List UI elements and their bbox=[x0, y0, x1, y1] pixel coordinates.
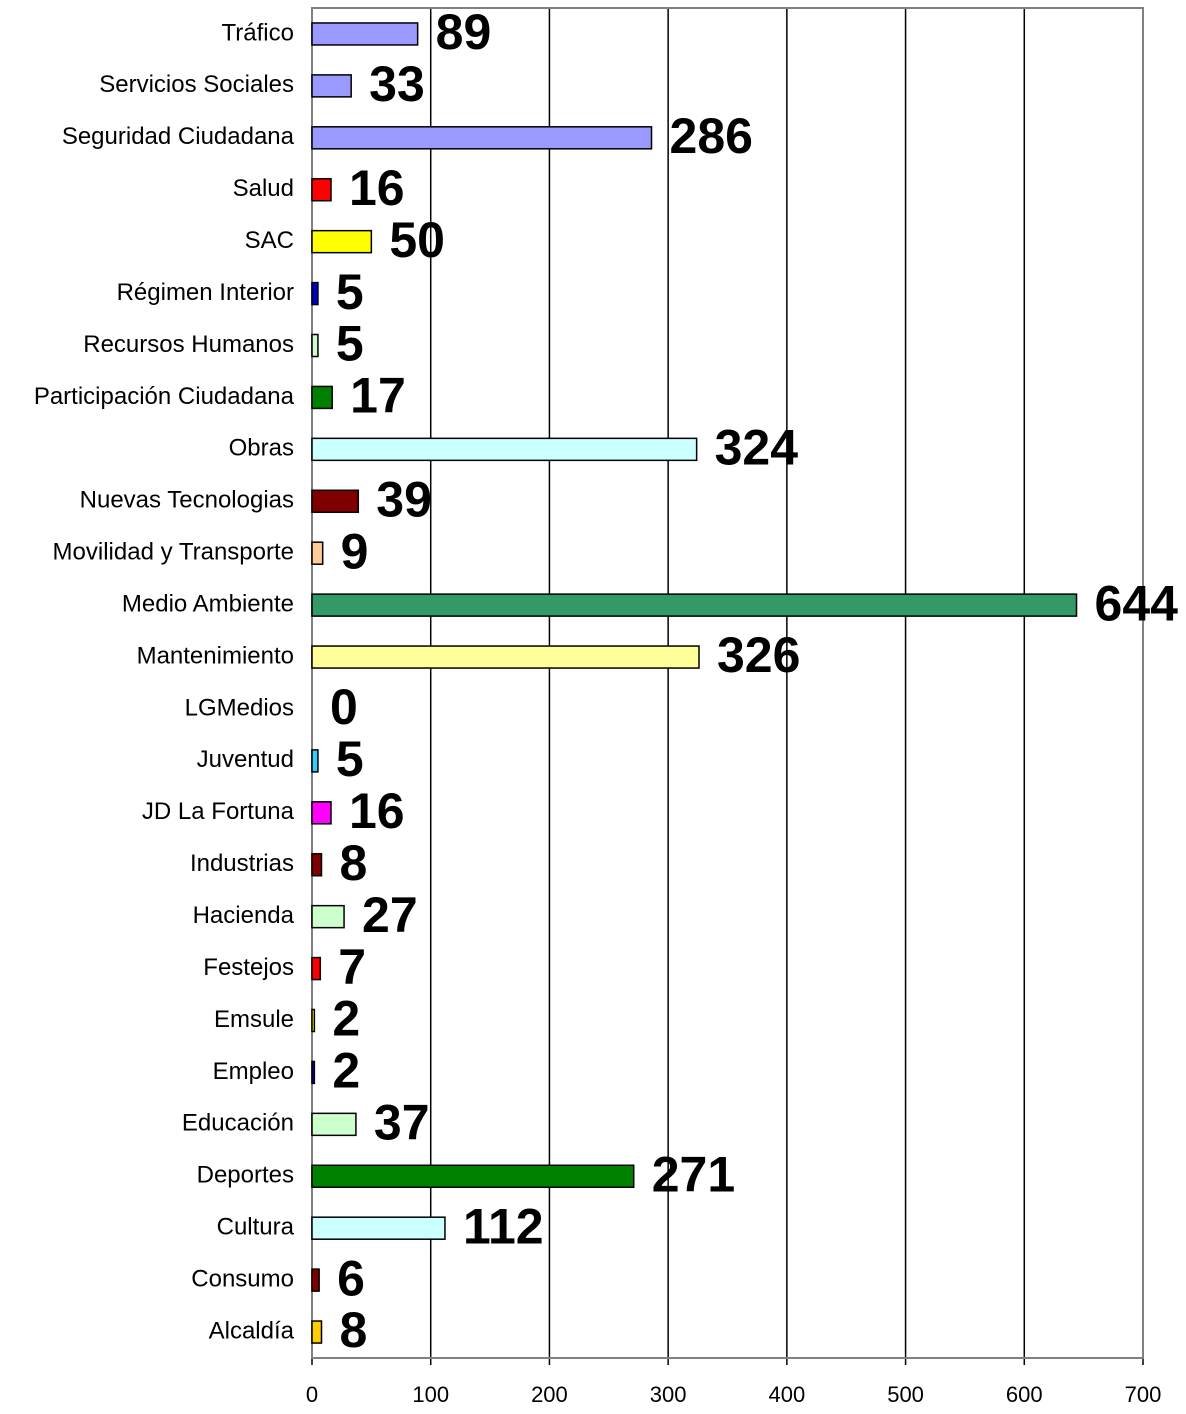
value-label: 50 bbox=[389, 212, 445, 268]
bar bbox=[311, 1164, 635, 1189]
y-tick-label: Servicios Sociales bbox=[99, 71, 294, 98]
value-label: 5 bbox=[336, 264, 364, 320]
y-tick-label: JD La Fortuna bbox=[142, 798, 295, 825]
y-tick-label: Régimen Interior bbox=[117, 279, 294, 306]
value-label: 9 bbox=[341, 523, 369, 579]
bar bbox=[311, 22, 419, 46]
bar bbox=[311, 801, 332, 825]
bar bbox=[311, 177, 332, 202]
value-label: 89 bbox=[436, 4, 492, 60]
x-tick-label: 200 bbox=[531, 1382, 568, 1407]
value-label: 286 bbox=[670, 108, 753, 164]
bar bbox=[311, 904, 345, 929]
value-label: 8 bbox=[339, 1302, 367, 1358]
y-tick-label: Recursos Humanos bbox=[83, 331, 294, 358]
bar bbox=[311, 852, 323, 877]
x-tick-label: 300 bbox=[650, 1382, 687, 1407]
value-label: 2 bbox=[332, 1043, 360, 1099]
y-tick-label: Mantenimiento bbox=[137, 642, 294, 669]
bar bbox=[311, 541, 324, 565]
bar bbox=[311, 956, 322, 981]
value-label: 326 bbox=[717, 627, 800, 683]
y-tick-label: Emsule bbox=[214, 1006, 294, 1033]
value-label: 8 bbox=[339, 835, 367, 891]
value-label: 5 bbox=[336, 316, 364, 372]
y-tick-label: Salud bbox=[233, 175, 294, 202]
y-tick-label: Hacienda bbox=[193, 902, 295, 929]
y-tick-label: Medio Ambiente bbox=[122, 590, 294, 617]
y-tick-label: Educación bbox=[182, 1110, 294, 1137]
value-label: 17 bbox=[350, 368, 406, 424]
bar bbox=[311, 126, 653, 150]
value-label: 5 bbox=[336, 731, 364, 787]
value-label: 0 bbox=[330, 679, 358, 735]
bar bbox=[311, 749, 319, 773]
x-tick-label: 400 bbox=[768, 1382, 805, 1407]
y-tick-label: Tráfico bbox=[222, 19, 294, 46]
y-tick-label: Cultura bbox=[217, 1214, 295, 1241]
bar bbox=[311, 1112, 357, 1137]
y-tick-label: Industrias bbox=[190, 850, 294, 877]
y-tick-label: Empleo bbox=[213, 1058, 294, 1085]
bar bbox=[311, 281, 319, 306]
bar bbox=[311, 1268, 320, 1292]
value-label: 39 bbox=[376, 471, 432, 527]
bar bbox=[311, 229, 373, 254]
bar bbox=[311, 489, 360, 514]
value-label: 7 bbox=[338, 939, 366, 995]
bar bbox=[311, 593, 1078, 617]
y-tick-label: SAC bbox=[245, 227, 294, 254]
y-tick-label: Nuevas Tecnologias bbox=[80, 487, 294, 514]
y-tick-label: Obras bbox=[229, 435, 294, 462]
y-tick-label: LGMedios bbox=[185, 694, 294, 721]
value-label: 16 bbox=[349, 160, 405, 216]
x-tick-label: 700 bbox=[1125, 1382, 1162, 1407]
value-label: 37 bbox=[374, 1095, 430, 1151]
value-label: 644 bbox=[1095, 575, 1179, 631]
bar bbox=[311, 1216, 446, 1240]
bar bbox=[311, 1008, 316, 1033]
y-tick-label: Seguridad Ciudadana bbox=[62, 123, 295, 150]
bar bbox=[311, 74, 352, 98]
bar bbox=[311, 645, 700, 669]
bar bbox=[311, 1060, 316, 1085]
y-tick-label: Participación Ciudadana bbox=[34, 383, 295, 410]
bar bbox=[311, 385, 333, 410]
value-label: 112 bbox=[463, 1198, 544, 1254]
plot-frame bbox=[311, 7, 1144, 1359]
value-label: 6 bbox=[337, 1250, 365, 1306]
x-tick-label: 600 bbox=[1006, 1382, 1043, 1407]
value-label: 271 bbox=[652, 1146, 735, 1202]
value-label: 2 bbox=[332, 991, 360, 1047]
y-tick-label: Festejos bbox=[203, 954, 294, 981]
value-label: 33 bbox=[369, 56, 425, 112]
value-label: 16 bbox=[349, 783, 405, 839]
y-tick-label: Alcaldía bbox=[209, 1317, 295, 1344]
value-label: 27 bbox=[362, 887, 418, 943]
bar bbox=[311, 437, 698, 462]
bar bbox=[311, 1320, 323, 1344]
bar bbox=[311, 333, 319, 358]
x-tick-label: 100 bbox=[412, 1382, 449, 1407]
y-tick-label: Consumo bbox=[191, 1265, 294, 1292]
x-tick-label: 0 bbox=[306, 1382, 318, 1407]
y-tick-label: Deportes bbox=[197, 1162, 294, 1189]
value-label: 324 bbox=[715, 420, 799, 476]
y-tick-label: Juventud bbox=[197, 746, 294, 773]
y-tick-label: Movilidad y Transporte bbox=[53, 539, 294, 566]
x-tick-label: 500 bbox=[887, 1382, 924, 1407]
